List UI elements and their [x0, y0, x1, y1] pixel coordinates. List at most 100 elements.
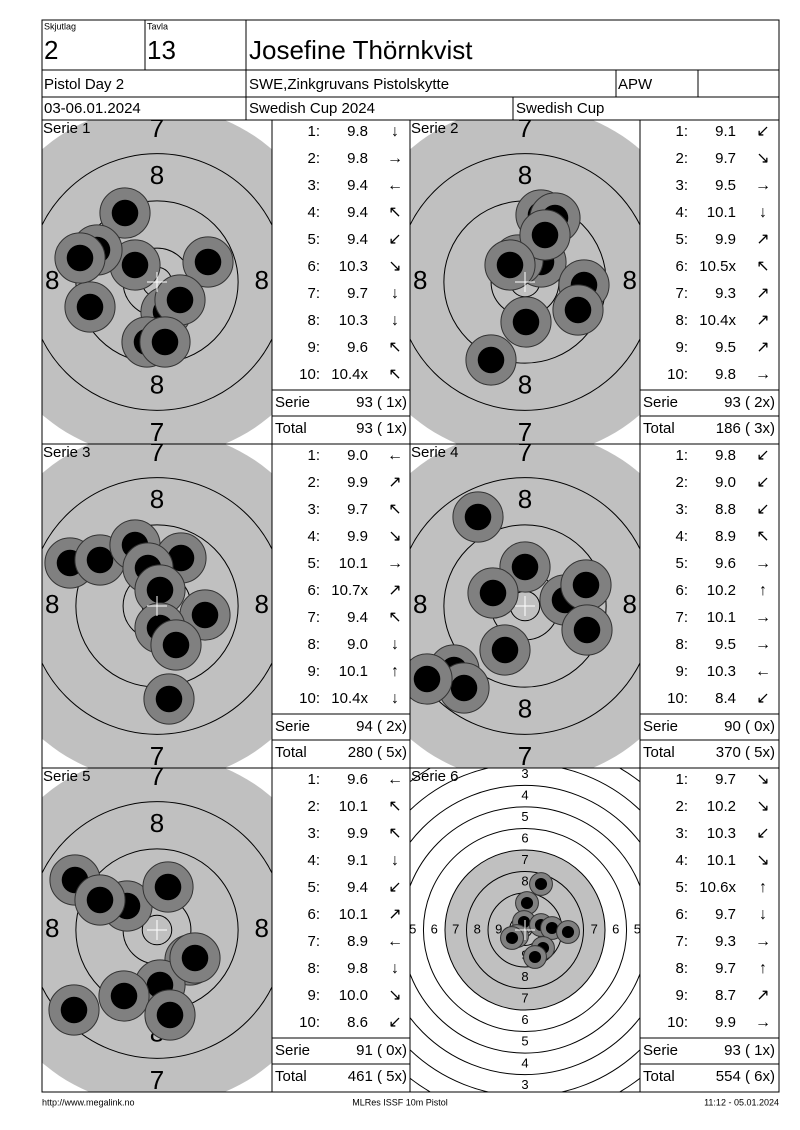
shot-number: 1: [307, 447, 320, 464]
shot-score: 9.5 [715, 636, 736, 653]
ring [422, 827, 628, 1033]
serie-score: 93 ( 1x) [724, 1042, 775, 1059]
ring-label: 7 [518, 437, 532, 467]
shot-number: 3: [675, 177, 688, 194]
header: Skjutlag 2 Tavla 13 Josefine Thörnkvist … [41, 19, 780, 1093]
shot-direction: ↓ [391, 636, 399, 653]
shot-score: 10.1 [707, 852, 736, 869]
shot-number: 8: [307, 312, 320, 329]
shot-score: 10.1 [707, 204, 736, 221]
serie-label: Serie [643, 394, 678, 411]
shot-direction: → [755, 177, 771, 194]
footer-timestamp: 11:12 - 05.01.2024 [704, 1097, 779, 1107]
footer-program: MLRes ISSF 10m Pistol [352, 1097, 448, 1107]
shot-score: 8.9 [347, 933, 368, 950]
series-title: Serie 5 [43, 768, 91, 785]
ring-label: 8 [622, 265, 636, 295]
shot-direction: ← [387, 771, 403, 788]
ring-label: 7 [150, 417, 164, 447]
total-label: Total [275, 420, 307, 437]
shot-core [528, 950, 542, 964]
ring-label: 8 [254, 265, 268, 295]
shot-core [156, 1001, 184, 1029]
shot-number: 9: [675, 663, 688, 680]
shot-direction: ↖ [756, 258, 769, 275]
shot-core [464, 503, 492, 531]
total-label: Total [275, 1068, 307, 1085]
shot-direction: ↘ [756, 771, 769, 788]
shot-core [534, 877, 548, 891]
ring-label: 8 [150, 370, 164, 400]
shot-direction: ↖ [388, 204, 401, 221]
shot-score: 9.6 [715, 555, 736, 572]
ring-label: 3 [521, 766, 528, 781]
ring-label: 5 [634, 921, 641, 936]
shot-score: 9.8 [715, 447, 736, 464]
shot-score: 9.7 [715, 771, 736, 788]
ring-label: 7 [521, 991, 528, 1006]
serie-score: 94 ( 2x) [356, 718, 407, 735]
shot-core [166, 286, 194, 314]
ring-label: 8 [45, 589, 59, 619]
shot-number: 4: [675, 204, 688, 221]
ring [465, 870, 585, 990]
shot-score: 8.4 [715, 690, 736, 707]
shot-core [146, 576, 174, 604]
club: SWE,Zinkgruvans Pistolskytte [249, 76, 449, 93]
shot-direction: ↓ [759, 906, 767, 923]
serie-score: 93 ( 1x) [356, 394, 407, 411]
inner-ten [141, 914, 173, 946]
ring [410, 477, 640, 735]
total-score: 461 ( 5x) [348, 1068, 407, 1085]
shot-score: 10.1 [339, 555, 368, 572]
shot-score: 10.5x [699, 258, 736, 275]
shot-number: 5: [675, 555, 688, 572]
ring-label: 8 [150, 484, 164, 514]
shot-core [76, 293, 104, 321]
shot-score: 10.3 [339, 258, 368, 275]
shot-core [181, 944, 209, 972]
shot-core [505, 931, 519, 945]
shot-direction: ↗ [756, 312, 769, 329]
shot-score: 9.1 [715, 123, 736, 140]
ring-label: 4 [655, 921, 662, 936]
shot-number: 1: [675, 447, 688, 464]
shot-number: 7: [307, 933, 320, 950]
shot-score: 10.2 [707, 582, 736, 599]
shot-direction: ↓ [391, 285, 399, 302]
shot-core [151, 328, 179, 356]
shot-number: 2: [675, 150, 688, 167]
shot-score: 9.5 [715, 339, 736, 356]
ring-label: 8 [518, 370, 532, 400]
shot-number: 8: [675, 636, 688, 653]
ring-label: 6 [612, 921, 619, 936]
shot-number: 5: [675, 231, 688, 248]
footer-url: http://www.megalink.no [42, 1097, 135, 1107]
ring-label: 3 [521, 1077, 528, 1092]
series-title: Serie 6 [411, 768, 459, 785]
ring-label: 7 [0, 589, 12, 619]
footer: http://www.megalink.no MLRes ISSF 10m Pi… [42, 1097, 779, 1107]
shot-score: 9.4 [347, 231, 368, 248]
ring-label: 6 [521, 831, 528, 846]
shot-direction: ↖ [388, 501, 401, 518]
ring-label: 5 [409, 921, 416, 936]
shot-direction: ↗ [756, 987, 769, 1004]
shot-number: 7: [675, 933, 688, 950]
shot-number: 5: [307, 879, 320, 896]
shot-direction: ↘ [756, 798, 769, 815]
ring-label: 9 [495, 921, 502, 936]
shot-direction: ↓ [391, 852, 399, 869]
shot-score: 9.9 [347, 825, 368, 842]
shot-direction: ↖ [388, 798, 401, 815]
shot-direction: ↙ [756, 690, 769, 707]
ring-label: 8 [150, 808, 164, 838]
shot-number: 2: [307, 474, 320, 491]
ring-label: 7 [518, 741, 532, 771]
shot-score: 10.2 [707, 798, 736, 815]
shot-direction: ↑ [391, 663, 399, 680]
